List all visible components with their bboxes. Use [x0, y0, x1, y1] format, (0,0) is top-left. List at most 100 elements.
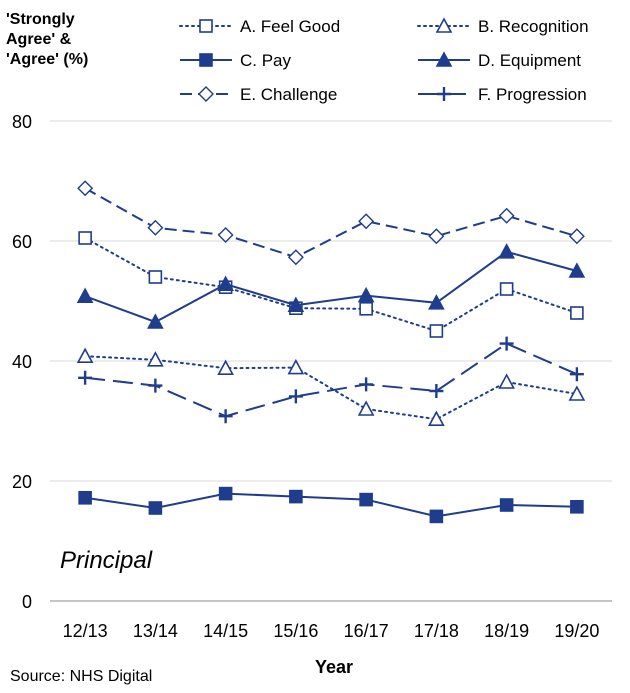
point-b-recognition-14-15 [217, 359, 234, 376]
point-d-equipment-17-18 [428, 294, 445, 310]
y-tick-60: 60 [12, 232, 32, 252]
y-tick-80: 80 [12, 112, 32, 132]
x-tick-labels: 12/13 13/14 14/15 15/16 16/17 17/18 18/19 19/20 [63, 621, 600, 641]
source-note: Source: NHS Digital [10, 668, 152, 685]
series-e-challenge [77, 180, 585, 266]
point-a-feel-good-17-18 [429, 324, 444, 338]
x-tick-16-17: 16/17 [344, 621, 389, 641]
point-d-equipment-18-19 [498, 243, 515, 259]
legend-label-a-feel-good: A. Feel Good [240, 17, 340, 36]
line-a-feel-good [84, 237, 578, 333]
x-tick-14-15: 14/15 [203, 621, 248, 641]
point-e-challenge-19-20 [568, 228, 585, 245]
point-f-progression-13-14 [148, 378, 163, 393]
x-axis-title: Year [315, 657, 353, 677]
point-e-challenge-16-17 [358, 213, 375, 230]
y-tick-labels: 0 20 40 60 80 [12, 112, 32, 612]
point-b-recognition-19-20 [568, 385, 586, 401]
legend-label-c-pay: C. Pay [240, 51, 292, 70]
y-tick-40: 40 [12, 352, 32, 372]
y-axis-title-line-3: 'Agree' (%) [6, 51, 88, 68]
point-a-feel-good-16-17 [359, 301, 373, 316]
point-c-pay-13-14 [148, 501, 163, 515]
legend-item-f-progression: F. Progression [418, 85, 587, 104]
point-b-recognition-17-18 [428, 410, 445, 427]
y-tick-0: 0 [22, 592, 32, 612]
point-f-progression-17-18 [429, 384, 444, 398]
point-f-progression-16-17 [359, 377, 374, 392]
legend-marker-c-pay [199, 53, 213, 67]
series-group [76, 180, 586, 524]
line-b-recognition [84, 355, 578, 421]
legend-marker-b-recognition [435, 17, 453, 33]
point-c-pay-14-15 [218, 486, 233, 501]
point-c-pay-17-18 [429, 509, 444, 524]
legend-marker-f-progression [437, 87, 451, 101]
legend: A. Feel Good B. Recognition C. Pay D. Equip… [179, 17, 589, 104]
point-c-pay-15-16 [289, 489, 303, 504]
point-c-pay-19-20 [570, 499, 584, 514]
point-a-feel-good-19-20 [570, 306, 584, 320]
x-tick-12-13: 12/13 [63, 621, 108, 641]
legend-item-e-challenge: E. Challenge [180, 85, 337, 104]
point-d-equipment-14-15 [217, 275, 234, 292]
series-d-equipment [76, 243, 586, 329]
y-axis-title-line-1: 'Strongly [6, 11, 75, 28]
y-tick-20: 20 [12, 472, 32, 492]
x-tick-13-14: 13/14 [133, 621, 178, 641]
point-c-pay-12-13 [78, 490, 92, 505]
point-c-pay-16-17 [359, 492, 373, 507]
point-d-equipment-12-13 [76, 287, 94, 304]
point-e-challenge-12-13 [77, 180, 94, 197]
point-b-recognition-15-16 [287, 358, 305, 375]
legend-item-c-pay: C. Pay [180, 51, 292, 70]
legend-marker-e-challenge [198, 86, 214, 102]
point-f-progression-12-13 [78, 370, 93, 385]
annotation-principal: Principal [60, 547, 153, 574]
line-c-pay [84, 492, 577, 518]
point-e-challenge-13-14 [147, 219, 164, 236]
point-b-recognition-13-14 [147, 351, 164, 367]
legend-item-d-equipment: D. Equipment [418, 51, 581, 70]
point-d-equipment-16-17 [357, 286, 375, 303]
legend-label-b-recognition: B. Recognition [478, 17, 589, 36]
point-d-equipment-19-20 [568, 262, 586, 278]
x-tick-15-16: 15/16 [273, 621, 318, 641]
point-d-equipment-15-16 [287, 296, 305, 313]
point-b-recognition-18-19 [498, 373, 515, 389]
line-f-progression [85, 342, 578, 418]
series-f-progression [78, 336, 584, 424]
point-b-recognition-16-17 [357, 400, 375, 416]
y-axis-title-line-2: Agree' & [6, 31, 72, 48]
point-e-challenge-18-19 [498, 207, 515, 224]
x-tick-18-19: 18/19 [484, 621, 529, 641]
legend-marker-a-feel-good [199, 19, 213, 33]
point-a-feel-good-18-19 [499, 282, 514, 296]
series-b-recognition [76, 347, 586, 427]
legend-label-d-equipment: D. Equipment [478, 51, 581, 70]
point-e-challenge-17-18 [428, 228, 445, 245]
point-d-equipment-13-14 [147, 313, 164, 329]
series-c-pay [78, 486, 584, 524]
point-c-pay-18-19 [499, 498, 514, 512]
point-f-progression-14-15 [218, 409, 233, 424]
legend-label-e-challenge: E. Challenge [240, 85, 337, 104]
x-tick-17-18: 17/18 [414, 621, 459, 641]
point-a-feel-good-12-13 [78, 231, 92, 245]
gridlines [50, 120, 612, 602]
legend-label-f-progression: F. Progression [478, 85, 587, 104]
point-f-progression-18-19 [499, 336, 514, 351]
point-f-progression-15-16 [288, 389, 303, 404]
legend-item-b-recognition: B. Recognition [417, 17, 589, 36]
point-e-challenge-15-16 [287, 249, 304, 266]
legend-marker-d-equipment [435, 51, 453, 67]
line-e-challenge [84, 187, 578, 259]
line-d-equipment [84, 250, 578, 324]
point-a-feel-good-13-14 [148, 270, 163, 284]
legend-item-a-feel-good: A. Feel Good [179, 17, 340, 36]
x-tick-19-20: 19/20 [554, 621, 599, 641]
point-f-progression-19-20 [569, 367, 584, 382]
point-e-challenge-14-15 [217, 227, 234, 243]
point-b-recognition-12-13 [76, 347, 94, 364]
